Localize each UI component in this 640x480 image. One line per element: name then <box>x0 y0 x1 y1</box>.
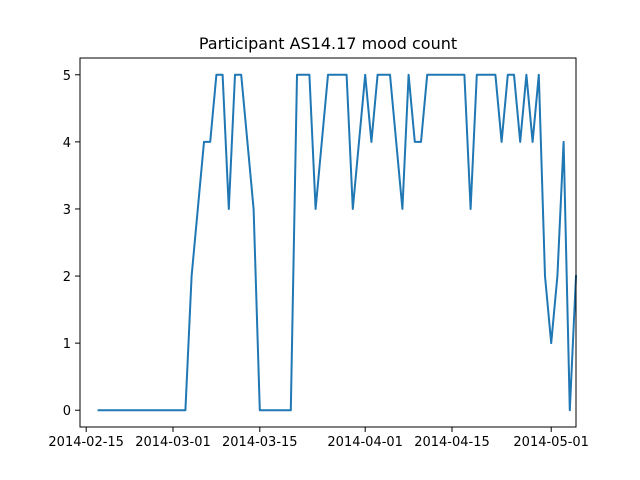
x-tick-label-1: 2014-03-01 <box>135 435 211 450</box>
x-tick-label-2: 2014-03-15 <box>222 435 298 450</box>
y-axis: 0 1 2 3 4 5 <box>63 69 80 419</box>
y-tick-label-0: 0 <box>63 404 71 419</box>
x-tick-label-3: 2014-04-01 <box>327 435 403 450</box>
y-tick-label-3: 3 <box>63 203 71 218</box>
x-tick-label-5: 2014-05-01 <box>513 435 589 450</box>
y-tick-label-1: 1 <box>63 337 71 352</box>
chart-title: Participant AS14.17 mood count <box>199 34 457 53</box>
plot-frame <box>79 57 577 428</box>
x-tick-label-0: 2014-02-15 <box>48 435 124 450</box>
y-tick-label-4: 4 <box>63 136 71 151</box>
plot-area: 2014-02-15 2014-03-01 2014-03-15 2014-04-01… <box>48 57 589 450</box>
x-axis: 2014-02-15 2014-03-01 2014-03-15 2014-04-01… <box>48 427 589 450</box>
y-tick-label-2: 2 <box>63 270 71 285</box>
x-tick-label-4: 2014-04-15 <box>414 435 490 450</box>
y-tick-label-5: 5 <box>63 69 71 84</box>
series-line-0 <box>97 73 578 412</box>
series-layer <box>97 73 578 412</box>
